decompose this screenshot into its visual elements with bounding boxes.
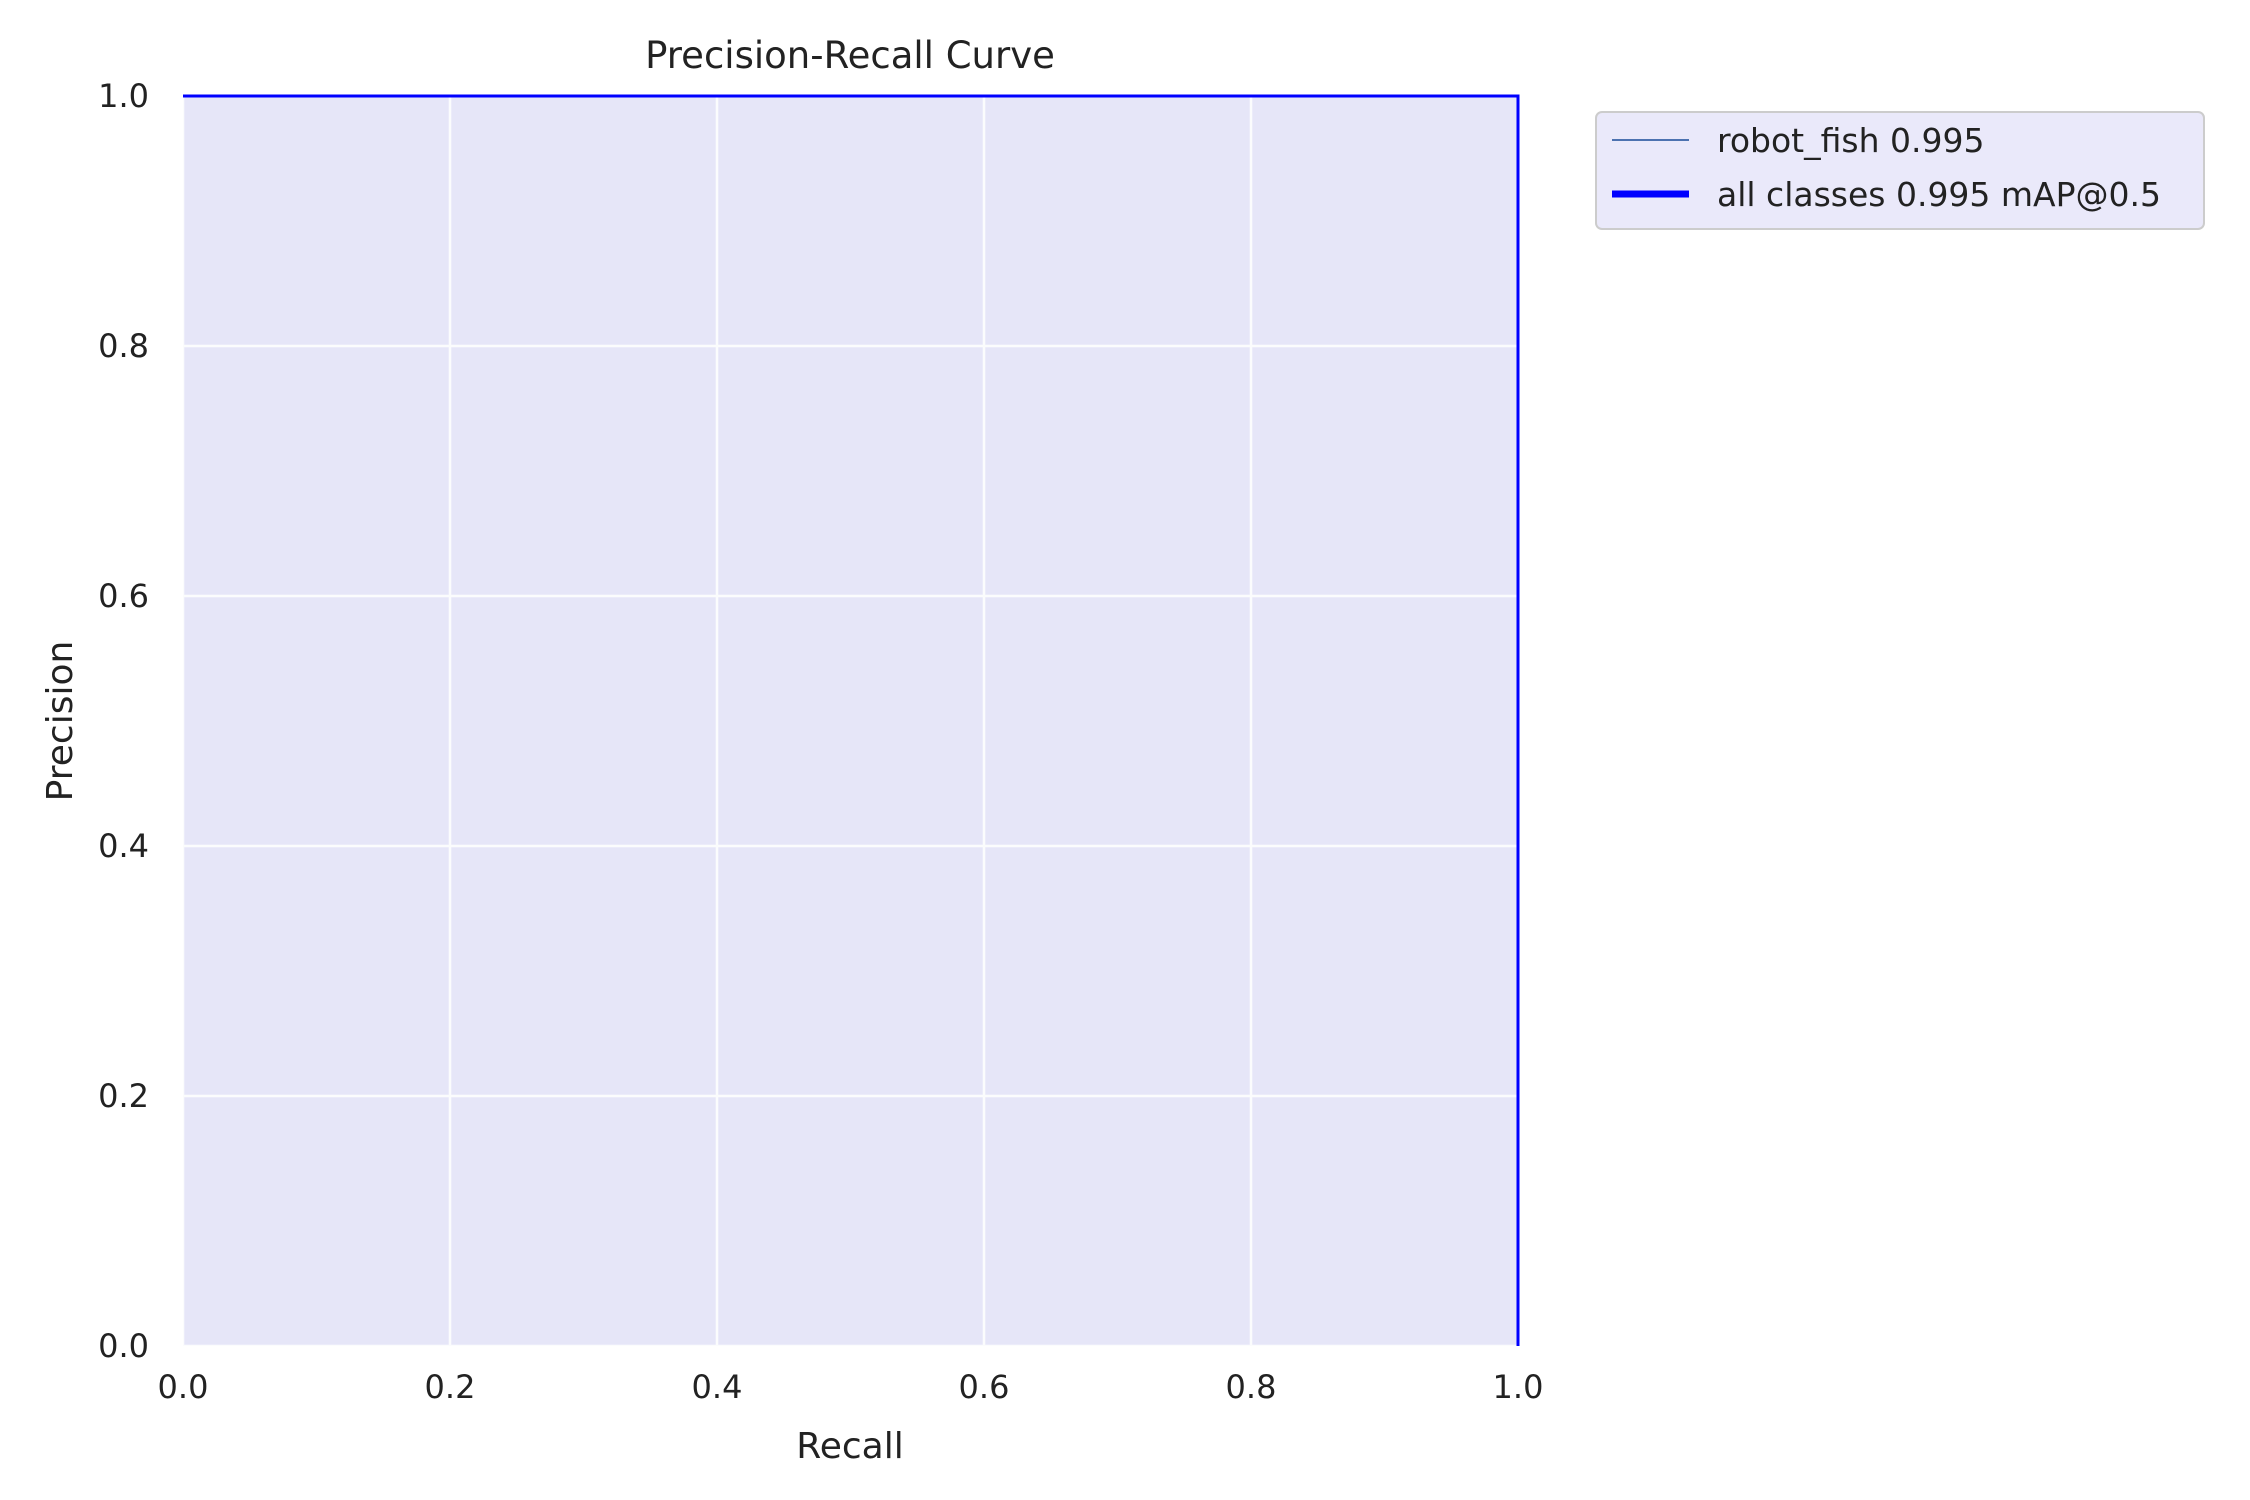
chart-title: Precision-Recall Curve (645, 34, 1055, 77)
y-tick-label: 0.0 (98, 1327, 149, 1365)
x-tick-label: 1.0 (1493, 1368, 1544, 1406)
series-line-all-classes (183, 94, 1520, 1346)
y-tick-label: 1.0 (98, 77, 149, 115)
x-tick-label: 0.4 (692, 1368, 743, 1406)
x-axis-label: Recall (796, 1426, 903, 1467)
y-tick-label: 0.2 (98, 1077, 149, 1115)
x-tick-label: 0.2 (425, 1368, 476, 1406)
x-tick-label: 0.0 (158, 1368, 209, 1406)
y-tick-label: 0.8 (98, 327, 149, 365)
x-tick-label: 0.8 (1226, 1368, 1277, 1406)
y-tick-label: 0.6 (98, 577, 149, 615)
legend: robot_fish 0.995 all classes 0.995 mAP@0… (1595, 111, 2205, 230)
y-tick-labels: 0.0 0.2 0.4 0.6 0.8 1.0 (98, 77, 149, 1365)
legend-label-all-classes: all classes 0.995 mAP@0.5 (1717, 175, 2161, 214)
y-tick-label: 0.4 (98, 827, 149, 865)
series-fill-area (183, 96, 1518, 1346)
grid-lines (181, 94, 1520, 1348)
plot-background (183, 96, 1518, 1346)
legend-box (1595, 111, 2205, 230)
legend-label-robot-fish: robot_fish 0.995 (1717, 121, 1984, 160)
x-tick-label: 0.6 (959, 1368, 1010, 1406)
y-axis-label: Precision (40, 641, 81, 802)
series-layer (183, 94, 1520, 1346)
x-tick-labels: 0.0 0.2 0.4 0.6 0.8 1.0 (158, 1368, 1544, 1406)
